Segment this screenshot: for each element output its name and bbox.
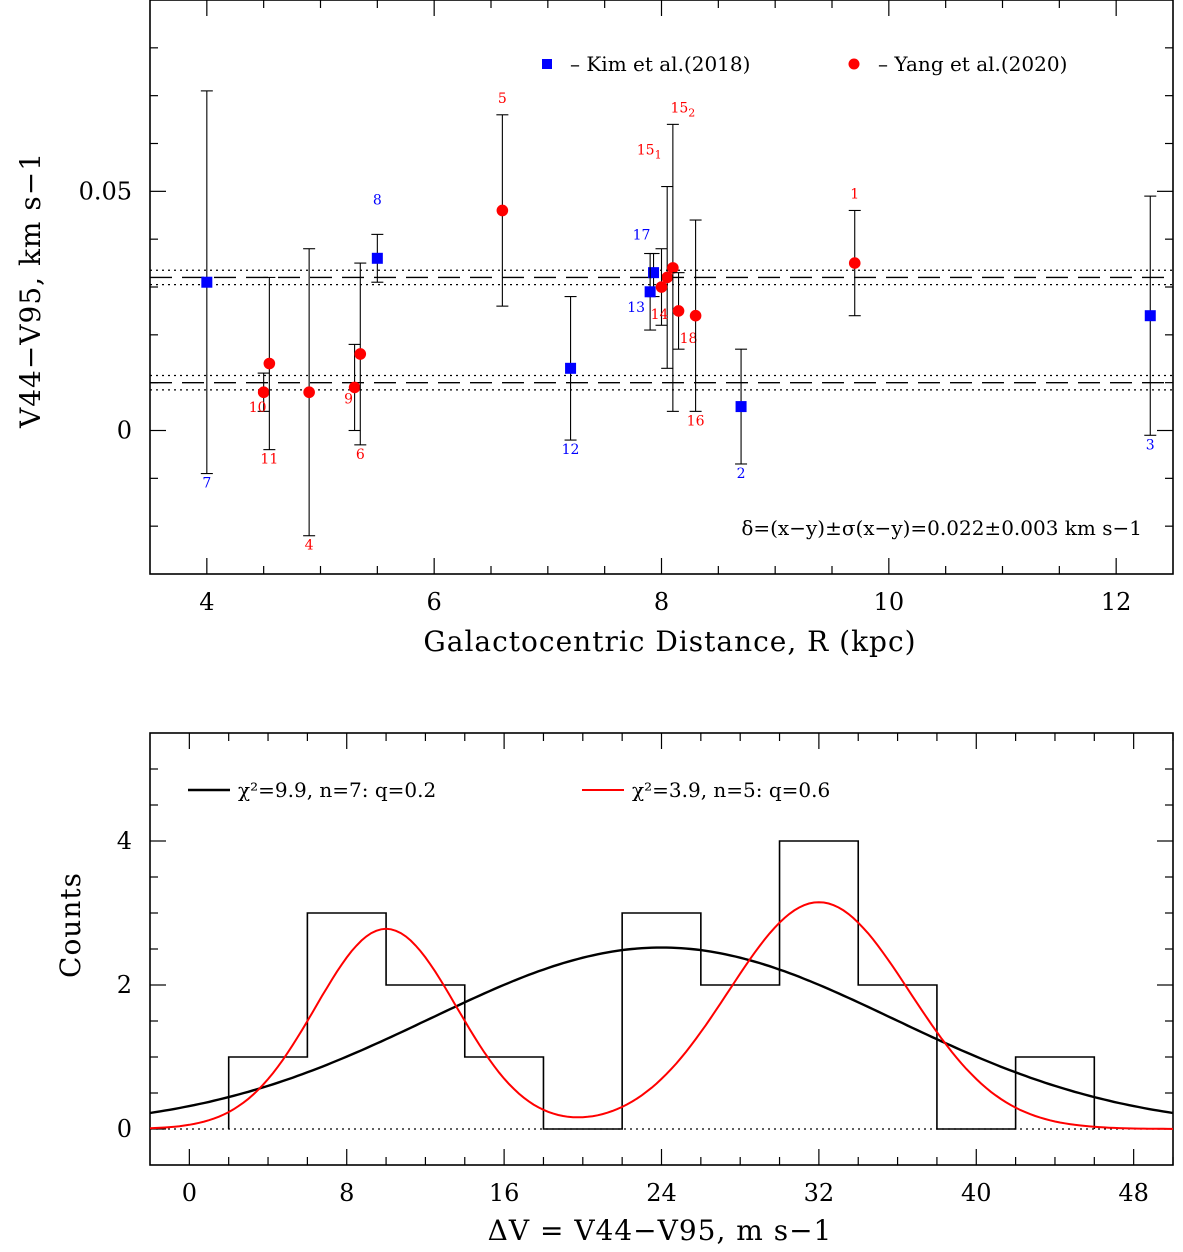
data-point-circle xyxy=(689,309,702,322)
data-point-square xyxy=(201,276,213,288)
data-point-square xyxy=(735,401,747,413)
data-point-circle xyxy=(672,305,685,317)
bottom-y-tick-label: 2 xyxy=(117,971,132,999)
point-label: 18 xyxy=(680,331,698,347)
point-label: 6 xyxy=(356,447,365,463)
point-label: 151 xyxy=(637,143,662,162)
point-label: 5 xyxy=(498,91,507,107)
bottom-x-tick-label: 16 xyxy=(489,1179,520,1207)
data-point-circle xyxy=(848,257,861,269)
data-point-circle xyxy=(348,381,361,394)
point-label: 8 xyxy=(373,192,382,208)
data-point-square xyxy=(1144,310,1156,322)
top-reference-lines xyxy=(150,269,1173,391)
data-point-circle xyxy=(303,386,315,399)
data-point-circle xyxy=(257,386,270,399)
point-label: 12 xyxy=(562,442,580,458)
bottom-legend: χ²=9.9, n=7: q=0.2 χ²=3.9, n=5: q=0.6 xyxy=(188,778,830,802)
top-x-tick-label: 4 xyxy=(199,588,214,616)
point-label: 10 xyxy=(249,400,267,416)
point-label: 17 xyxy=(633,228,651,244)
data-point-circle xyxy=(661,271,673,284)
bottom-x-tick-label: 24 xyxy=(646,1179,677,1207)
data-point-square xyxy=(648,267,660,279)
top-y-axis-label: V44−V95, km s−1 xyxy=(14,152,47,429)
bottom-x-tick-label: 0 xyxy=(182,1179,197,1207)
top-annotation: δ=(x−y)±σ(x−y)=0.022±0.003 km s−1 xyxy=(741,516,1142,540)
point-label: 1 xyxy=(850,186,859,202)
point-label: 14 xyxy=(651,307,669,323)
top-x-tick-label: 6 xyxy=(427,588,442,616)
data-point-circle xyxy=(496,204,509,217)
bottom-x-axis-label: ΔV = V44−V95, m s−1 xyxy=(488,1214,833,1247)
data-point-circle xyxy=(667,262,679,274)
bottom-x-tick-label: 8 xyxy=(339,1179,354,1207)
top-x-tick-label: 12 xyxy=(1101,588,1132,616)
legend-black-label: χ²=9.9, n=7: q=0.2 xyxy=(238,778,436,802)
top-x-tick-label: 10 xyxy=(874,588,905,616)
top-y-tick-label: 0.05 xyxy=(79,177,132,205)
data-point-circle xyxy=(655,281,668,293)
data-point-square xyxy=(565,362,577,374)
bottom-y-tick-label: 4 xyxy=(117,827,132,855)
data-point-circle xyxy=(354,348,367,360)
point-label-subscript: 2 xyxy=(688,106,695,119)
point-label: 9 xyxy=(344,391,353,407)
data-point-square xyxy=(371,252,383,264)
bottom-x-tick-label: 48 xyxy=(1118,1179,1149,1207)
point-label: 13 xyxy=(627,300,645,316)
point-label: 3 xyxy=(1146,437,1155,453)
legend-red-label: χ²=3.9, n=5: q=0.6 xyxy=(632,778,830,802)
data-point-circle xyxy=(263,357,276,370)
bottom-y-axis-label: Counts xyxy=(54,872,87,978)
legend-kim-marker xyxy=(542,59,552,69)
top-x-tick-label: 8 xyxy=(654,588,669,616)
point-label: 152 xyxy=(670,100,695,119)
point-label: 11 xyxy=(260,452,278,468)
point-label: 4 xyxy=(305,538,314,554)
legend-yang-marker xyxy=(848,58,860,70)
bottom-x-tick-label: 40 xyxy=(961,1179,992,1207)
histogram-steps xyxy=(227,840,1096,1130)
top-x-axis-label: Galactocentric Distance, R (kpc) xyxy=(423,625,916,658)
fit-curve-black xyxy=(149,946,1174,1115)
bottom-y-tick-label: 0 xyxy=(117,1115,132,1143)
bottom-x-tick-label: 32 xyxy=(804,1179,835,1207)
legend-yang-label: – Yang et al.(2020) xyxy=(878,52,1067,76)
point-label: 16 xyxy=(687,413,705,429)
point-label: 7 xyxy=(202,476,211,492)
data-point-square xyxy=(644,286,656,298)
point-label-subscript: 1 xyxy=(655,149,662,162)
top-legend: – Kim et al.(2018) – Yang et al.(2020) xyxy=(542,52,1067,76)
legend-kim-label: – Kim et al.(2018) xyxy=(570,52,750,76)
fit-curve-red xyxy=(149,901,1173,1130)
point-label: 2 xyxy=(737,466,746,482)
top-y-tick-label: 0 xyxy=(117,417,132,445)
